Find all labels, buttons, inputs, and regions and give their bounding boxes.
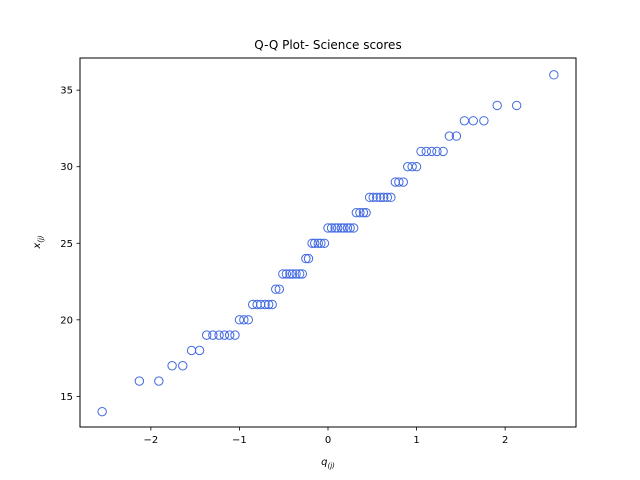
x-tick-label: 0 [325, 435, 331, 446]
y-axis-label-sub: (j) [37, 235, 45, 243]
x-tick-label: 2 [502, 435, 508, 446]
data-point [186, 345, 197, 356]
data-point [351, 207, 362, 218]
data-point [432, 146, 442, 157]
y-axis: 15 20 25 30 35 [60, 86, 80, 403]
x-axis-label: q(j) [321, 457, 335, 470]
data-point [372, 192, 382, 203]
chart-title: Q-Q Plot- Science scores [254, 38, 401, 52]
data-point [281, 269, 292, 279]
data-point [260, 299, 270, 310]
data-point [230, 330, 240, 340]
data-point [375, 192, 385, 203]
y-tick-label: 25 [60, 239, 73, 250]
data-point [323, 223, 333, 233]
data-point [274, 284, 284, 294]
data-point [194, 345, 205, 356]
data-point [438, 146, 448, 157]
data-point [479, 116, 489, 126]
data-point [167, 361, 177, 371]
data-point [492, 100, 502, 111]
data-point [178, 361, 188, 371]
data-point [97, 406, 107, 417]
data-point [333, 223, 343, 233]
data-point [263, 299, 274, 310]
data-point [267, 299, 277, 310]
data-point [278, 269, 288, 279]
data-point [291, 269, 301, 279]
data-point [368, 192, 378, 203]
data-point [382, 192, 393, 203]
plot-area [97, 70, 559, 417]
data-point [201, 330, 212, 340]
data-point [301, 253, 311, 264]
data-point [444, 131, 455, 141]
data-point [361, 207, 371, 218]
y-tick-label: 15 [60, 392, 73, 403]
data-point [379, 192, 389, 203]
y-tick-label: 30 [60, 162, 73, 173]
data-point [239, 315, 249, 325]
x-axis: −2 −1 0 1 2 [143, 427, 508, 446]
x-tick-label: 1 [413, 435, 419, 446]
x-axis-label-sub: (j) [327, 462, 335, 470]
data-point [297, 269, 308, 279]
data-point [214, 330, 224, 340]
data-point [407, 162, 417, 172]
data-point [271, 284, 281, 294]
data-point [451, 131, 462, 141]
y-tick-label: 35 [60, 86, 73, 97]
y-axis-label: x(j) [32, 235, 45, 250]
data-point [208, 330, 218, 340]
data-point [398, 177, 408, 187]
y-tick-label: 20 [60, 315, 73, 326]
data-point [386, 192, 396, 203]
data-point [243, 315, 253, 325]
data-point [411, 162, 422, 172]
data-point [426, 146, 437, 157]
data-point [394, 177, 404, 187]
data-point [421, 146, 432, 157]
y-axis-label-base: x [32, 243, 43, 250]
data-point [285, 269, 295, 279]
data-point [310, 238, 320, 248]
data-point [154, 376, 164, 386]
data-point [468, 116, 478, 126]
data-point [219, 330, 230, 340]
plot-frame [79, 57, 577, 428]
data-point [549, 70, 559, 80]
x-axis-label-base: q [321, 457, 327, 468]
data-point [342, 223, 353, 233]
data-point [339, 223, 349, 233]
data-point [134, 376, 145, 386]
data-point [316, 238, 326, 248]
data-point [313, 238, 323, 248]
x-tick-label: −1 [232, 435, 247, 446]
data-point [511, 100, 522, 111]
data-point [358, 207, 369, 218]
data-point [355, 207, 365, 218]
data-point [319, 238, 330, 248]
data-point [348, 223, 359, 233]
data-point [224, 330, 235, 340]
x-tick-label: −2 [143, 435, 158, 446]
data-point [459, 116, 470, 126]
data-point [416, 146, 426, 157]
data-point [345, 223, 355, 233]
data-point [303, 253, 314, 264]
data-point [294, 269, 305, 279]
data-point [287, 269, 298, 279]
data-point [326, 223, 337, 233]
data-point [364, 192, 375, 203]
